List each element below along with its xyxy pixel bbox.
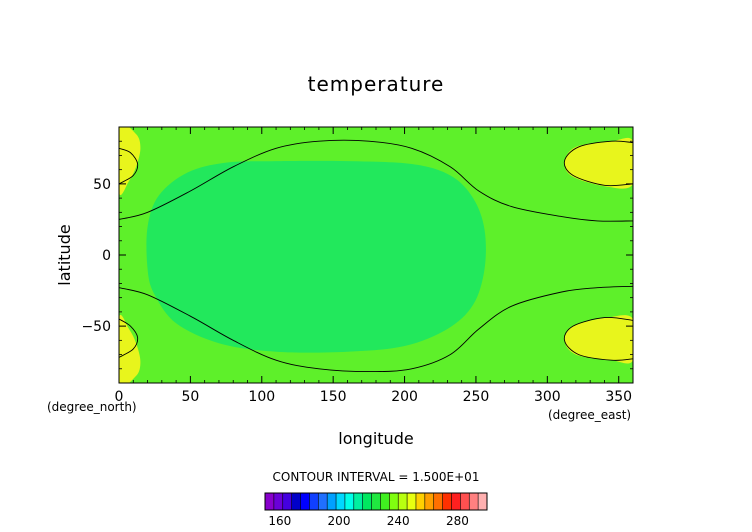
- colorbar-swatch: [265, 493, 275, 510]
- colorbar-swatch: [415, 493, 426, 510]
- x-tick-label: 50: [181, 389, 199, 405]
- contour-line-6: [563, 316, 633, 361]
- colorbar-frame: [264, 492, 488, 511]
- contour-line-1: [119, 139, 633, 222]
- x-tick-label: 350: [605, 389, 632, 405]
- y-axis: −50 0 50: [81, 140, 633, 370]
- colorbar-swatch: [407, 493, 417, 510]
- y-tick-label: 0: [102, 248, 111, 264]
- chart-title: temperature: [308, 72, 445, 96]
- colorbar-swatch: [362, 493, 372, 510]
- colorbar-swatch: [398, 493, 408, 510]
- colorbar-swatch: [291, 493, 301, 510]
- colorbar-swatch: [273, 493, 284, 510]
- x-tick-label: 0: [115, 389, 124, 405]
- x-tick-label: 250: [463, 389, 490, 405]
- x-tick-label: 200: [391, 389, 418, 405]
- colorbar-swatch: [469, 493, 479, 510]
- colorbar-tick-label: 160: [268, 514, 291, 528]
- y-axis-label: latitude: [55, 224, 74, 285]
- colorbar-swatch: [389, 493, 399, 510]
- colorbar-swatch: [344, 493, 355, 510]
- colorbar-swatch: [309, 493, 319, 510]
- colorbar-tick-label: 200: [328, 514, 351, 528]
- contour-fill-region-2: [119, 127, 141, 196]
- colorbar-tick-label: 280: [446, 514, 469, 528]
- colorbar-swatch: [353, 493, 363, 510]
- colorbar-tick-label: 240: [387, 514, 410, 528]
- colorbar-swatch: [371, 493, 381, 510]
- colorbar-swatch: [424, 493, 435, 510]
- y-tick-label: 50: [93, 177, 111, 193]
- colorbar-swatch: [451, 493, 461, 510]
- contour-fill-region-1: [146, 160, 486, 353]
- y-axis-units: (degree_north): [47, 400, 137, 414]
- colorbar-swatch: [478, 493, 488, 510]
- colorbar-swatch: [442, 493, 452, 510]
- contour-line-4: [119, 318, 139, 358]
- contour-line-3: [119, 147, 139, 185]
- colorbar-swatch: [318, 493, 328, 510]
- x-tick-label: 150: [320, 389, 347, 405]
- colorbar-swatch: [327, 493, 337, 510]
- colorbar-swatch: [282, 493, 292, 510]
- contour-line-5: [563, 140, 633, 187]
- x-axis-label: longitude: [338, 429, 413, 448]
- contour-line-2: [119, 285, 633, 373]
- colorbar-swatch: [336, 493, 346, 510]
- x-axis: 0 50 100 150 200 250 300 350: [115, 127, 632, 405]
- colorbar-swatch: [433, 493, 443, 510]
- colorbar-swatch: [460, 493, 470, 510]
- contour-fill-region-5: [564, 315, 633, 364]
- contour-interval-label: CONTOUR INTERVAL = 1.500E+01: [273, 470, 480, 484]
- colorbar: 160 200 240 280: [264, 492, 488, 528]
- x-axis-units: (degree_east): [548, 408, 631, 422]
- contour-fill-region-3: [119, 314, 141, 383]
- colorbar-swatch: [380, 493, 390, 510]
- colorbar-swatch: [300, 493, 310, 510]
- plot-area: [118, 126, 634, 384]
- y-tick-label: −50: [81, 319, 111, 335]
- x-tick-label: 300: [534, 389, 561, 405]
- contour-fill-region-4: [564, 137, 633, 189]
- x-tick-label: 100: [248, 389, 275, 405]
